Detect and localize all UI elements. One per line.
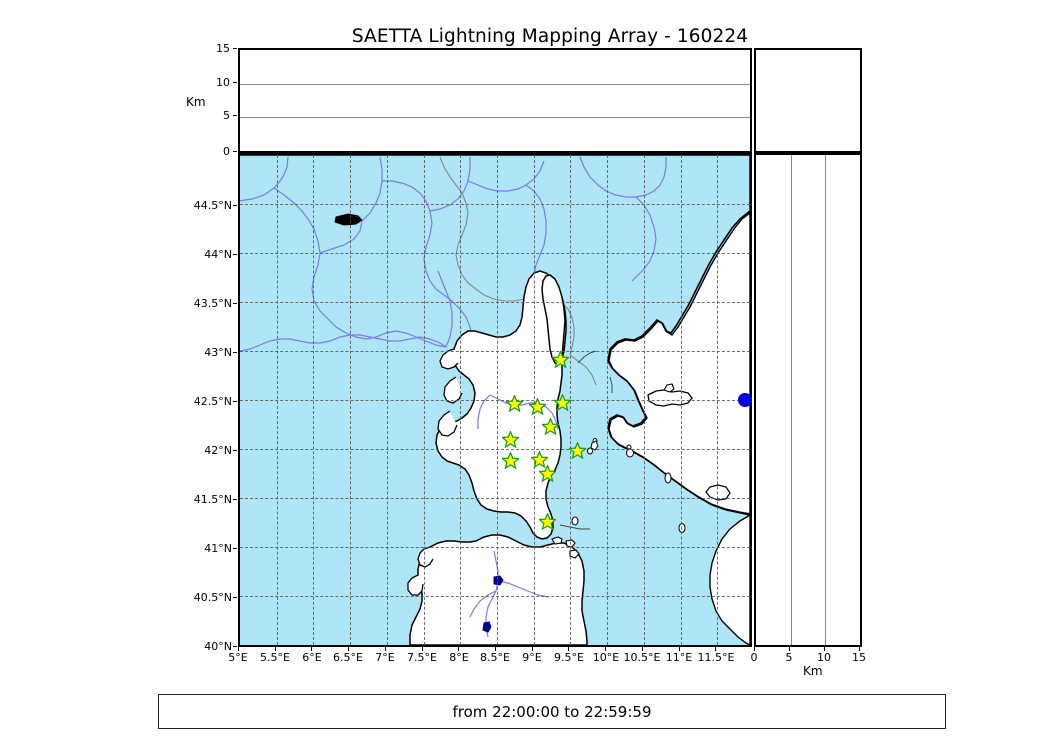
ytick-lat-42: 42°N [204,444,232,457]
longitude-altitude-panel[interactable] [238,48,752,153]
tickmark-lon-6 [311,647,313,651]
tickmark-lon-10 [605,647,607,651]
ytick-lat-40.5: 40.5°N [193,591,232,604]
tickmark-km-10 [824,647,825,651]
station-star-marker[interactable] [501,451,519,469]
ytick-lat-41.5: 41.5°N [193,493,232,506]
tickmark-lat-41.5 [233,499,237,500]
station-star-marker[interactable] [528,397,546,415]
tickmark-lat-40.5 [233,597,237,598]
grid-lat-42 [240,449,750,450]
tickmark-lat-44 [233,254,237,255]
xtick-km-5: 5 [785,651,793,664]
xtick-lon-11: 11°E [665,651,693,664]
tickmark-lat-43.5 [233,303,237,304]
station-star-marker[interactable] [505,394,523,412]
ytick-lat-40: 40°N [204,640,232,653]
tickmark-lon-8 [458,647,460,651]
station-star-marker[interactable] [568,441,586,459]
right-panel-xlabel: Km [803,664,823,678]
tickmark-lon-5 [238,647,239,651]
xtick-lon-6: 6°E [302,651,322,664]
station-star-marker[interactable] [551,350,569,368]
xtick-lon-10: 10°E [592,651,620,664]
tickmark-lon-11 [678,647,680,651]
altitude-latitude-panel[interactable] [754,153,862,647]
grid-lat-43 [240,351,750,352]
xtick-lon-7.5: 7.5°E [407,651,437,664]
tickmark-top-5 [233,115,237,117]
page-title: SAETTA Lightning Mapping Array - 160224 [351,26,749,47]
xtick-lon-8: 8°E [449,651,469,664]
ytick-top-15: 15 [216,42,230,55]
station-star-marker[interactable] [501,430,519,448]
status-bar-text: from 22:00:00 to 22:59:59 [452,702,652,721]
geographic-map-panel[interactable] [238,153,752,647]
tickmark-lon-6.5 [348,647,350,651]
tickmark-top-15 [233,48,237,49]
station-star-marker[interactable] [538,464,556,482]
tickmark-lon-7.5 [421,647,423,651]
grid-lat-42.5 [240,400,750,401]
tickmark-lon-7 [384,647,386,651]
xtick-lon-8.5: 8.5°E [480,651,510,664]
ytick-top-0: 0 [223,145,230,158]
tickmark-lon-11.5 [715,647,717,651]
ytick-lat-44.5: 44.5°N [193,199,232,212]
xtick-lon-10.5: 10.5°E [623,651,661,664]
tickmark-lon-9.5 [568,647,570,651]
gridline-alt-10 [240,83,750,85]
status-bar[interactable]: from 22:00:00 to 22:59:59 [158,694,946,729]
xtick-lon-5: 5°E [228,651,248,664]
station-star-marker[interactable] [538,512,556,530]
grid-lat-41.5 [240,498,750,499]
xtick-lon-9: 9°E [522,651,542,664]
station-star-marker[interactable] [541,417,559,435]
xtick-km-0: 0 [750,651,758,664]
ytick-lat-41: 41°N [204,542,232,555]
grid-lat-44.5 [240,204,750,205]
tickmark-lat-43 [233,352,237,353]
tickmark-top-0 [233,151,237,152]
tickmark-lat-41 [233,548,237,549]
ytick-top-5: 5 [223,109,230,123]
tickmark-km-5 [789,647,790,651]
grid-lat-43.5 [240,302,750,303]
xtick-lon-7: 7°E [375,651,395,664]
ytick-lat-43: 43°N [204,346,232,359]
tickmark-km-0 [754,647,755,651]
gridline-km-5 [790,155,792,645]
xtick-lon-9.5: 9.5°E [554,651,584,664]
xtick-km-15: 15 [852,651,866,664]
xtick-lon-6.5: 6.5°E [333,651,363,664]
gridline-alt-5 [240,117,750,119]
ytick-lat-42.5: 42.5°N [193,395,232,408]
station-star-marker[interactable] [530,450,548,468]
ytick-lat-43.5: 43.5°N [193,297,232,310]
tickmark-lat-44.5 [233,205,237,206]
xtick-km-10: 10 [817,651,831,664]
tickmark-lon-5.5 [274,647,276,651]
tickmark-top-10 [233,81,237,83]
station-star-marker[interactable] [553,393,571,411]
xtick-lon-11.5: 11.5°E [697,651,735,664]
grid-lat-41 [240,547,750,548]
tickmark-lon-9 [531,647,533,651]
ytick-top-10: 10 [216,75,230,89]
gridline-km-10 [825,155,827,645]
lightning-source-marker[interactable] [738,393,752,407]
ytick-lat-44: 44°N [204,248,232,261]
xtick-lon-5.5: 5.5°E [260,651,290,664]
tickmark-lon-10.5 [641,647,643,651]
tickmark-lat-42.5 [233,401,237,402]
grid-lat-44 [240,253,750,254]
grid-lat-40.5 [240,596,750,597]
tickmark-lat-42 [233,450,237,451]
top-panel-ylabel: Km [186,95,206,109]
tickmark-km-15 [859,647,860,651]
top-right-corner-panel[interactable] [754,48,862,153]
tickmark-lon-8.5 [495,647,496,651]
tickmark-lat-40 [233,646,237,647]
